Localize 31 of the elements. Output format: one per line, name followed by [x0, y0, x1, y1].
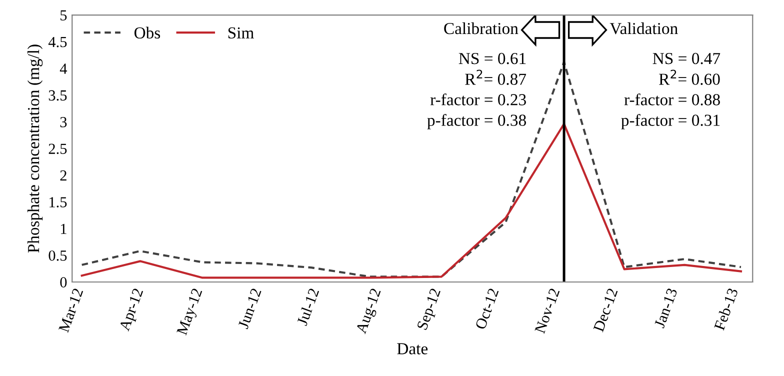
- legend-label: Sim: [228, 27, 254, 39]
- y-tick-label: 3: [60, 117, 67, 128]
- annotation: Validation: [610, 22, 678, 34]
- annotation: Calibration: [444, 22, 518, 34]
- y-tick-label: 3.5: [48, 90, 67, 101]
- annotation: NS = 0.61 R$^{2}$= 0.87 r-factor = 0.23 p-factor = 0.38: [427, 52, 526, 130]
- x-tick-label: Jul-12: [296, 288, 320, 326]
- x-tick-label: Apr-12: [118, 288, 146, 333]
- x-tick-label: Nov-12: [534, 288, 560, 334]
- x-tick-label: Dec-12: [593, 288, 618, 332]
- y-axis-title: Phosphate concentration (mg/l): [27, 44, 43, 253]
- y-tick-label: 2.5: [48, 144, 67, 154]
- y-tick-label: 1: [60, 224, 66, 234]
- x-tick-label: May-12: [176, 288, 206, 337]
- x-tick-label: Aug-12: [356, 288, 384, 336]
- annotation: NS = 0.47 R$^{2}$= 0.60 r-factor = 0.88 p-factor = 0.31: [621, 52, 720, 130]
- y-tick-label: 2: [60, 170, 66, 181]
- y-tick-label: 1.5: [50, 197, 67, 208]
- y-tick-label: 0.5: [48, 250, 67, 261]
- legend-label: Obs: [134, 26, 160, 39]
- x-tick-label: Mar-12: [58, 288, 84, 333]
- x-tick-label: Sep-12: [416, 288, 444, 332]
- x-axis-title: Date: [397, 343, 428, 354]
- y-tick-label: 0: [60, 277, 67, 288]
- y-tick-label: 5: [60, 10, 67, 20]
- x-tick-label: Jan-13: [654, 288, 678, 329]
- y-tick-label: 4: [60, 64, 68, 74]
- y-tick-label: 4.5: [48, 36, 67, 48]
- x-tick-label: Feb-13: [714, 287, 738, 331]
- x-tick-label: Jun-12: [238, 288, 262, 330]
- x-tick-label: Oct-12: [475, 288, 499, 330]
